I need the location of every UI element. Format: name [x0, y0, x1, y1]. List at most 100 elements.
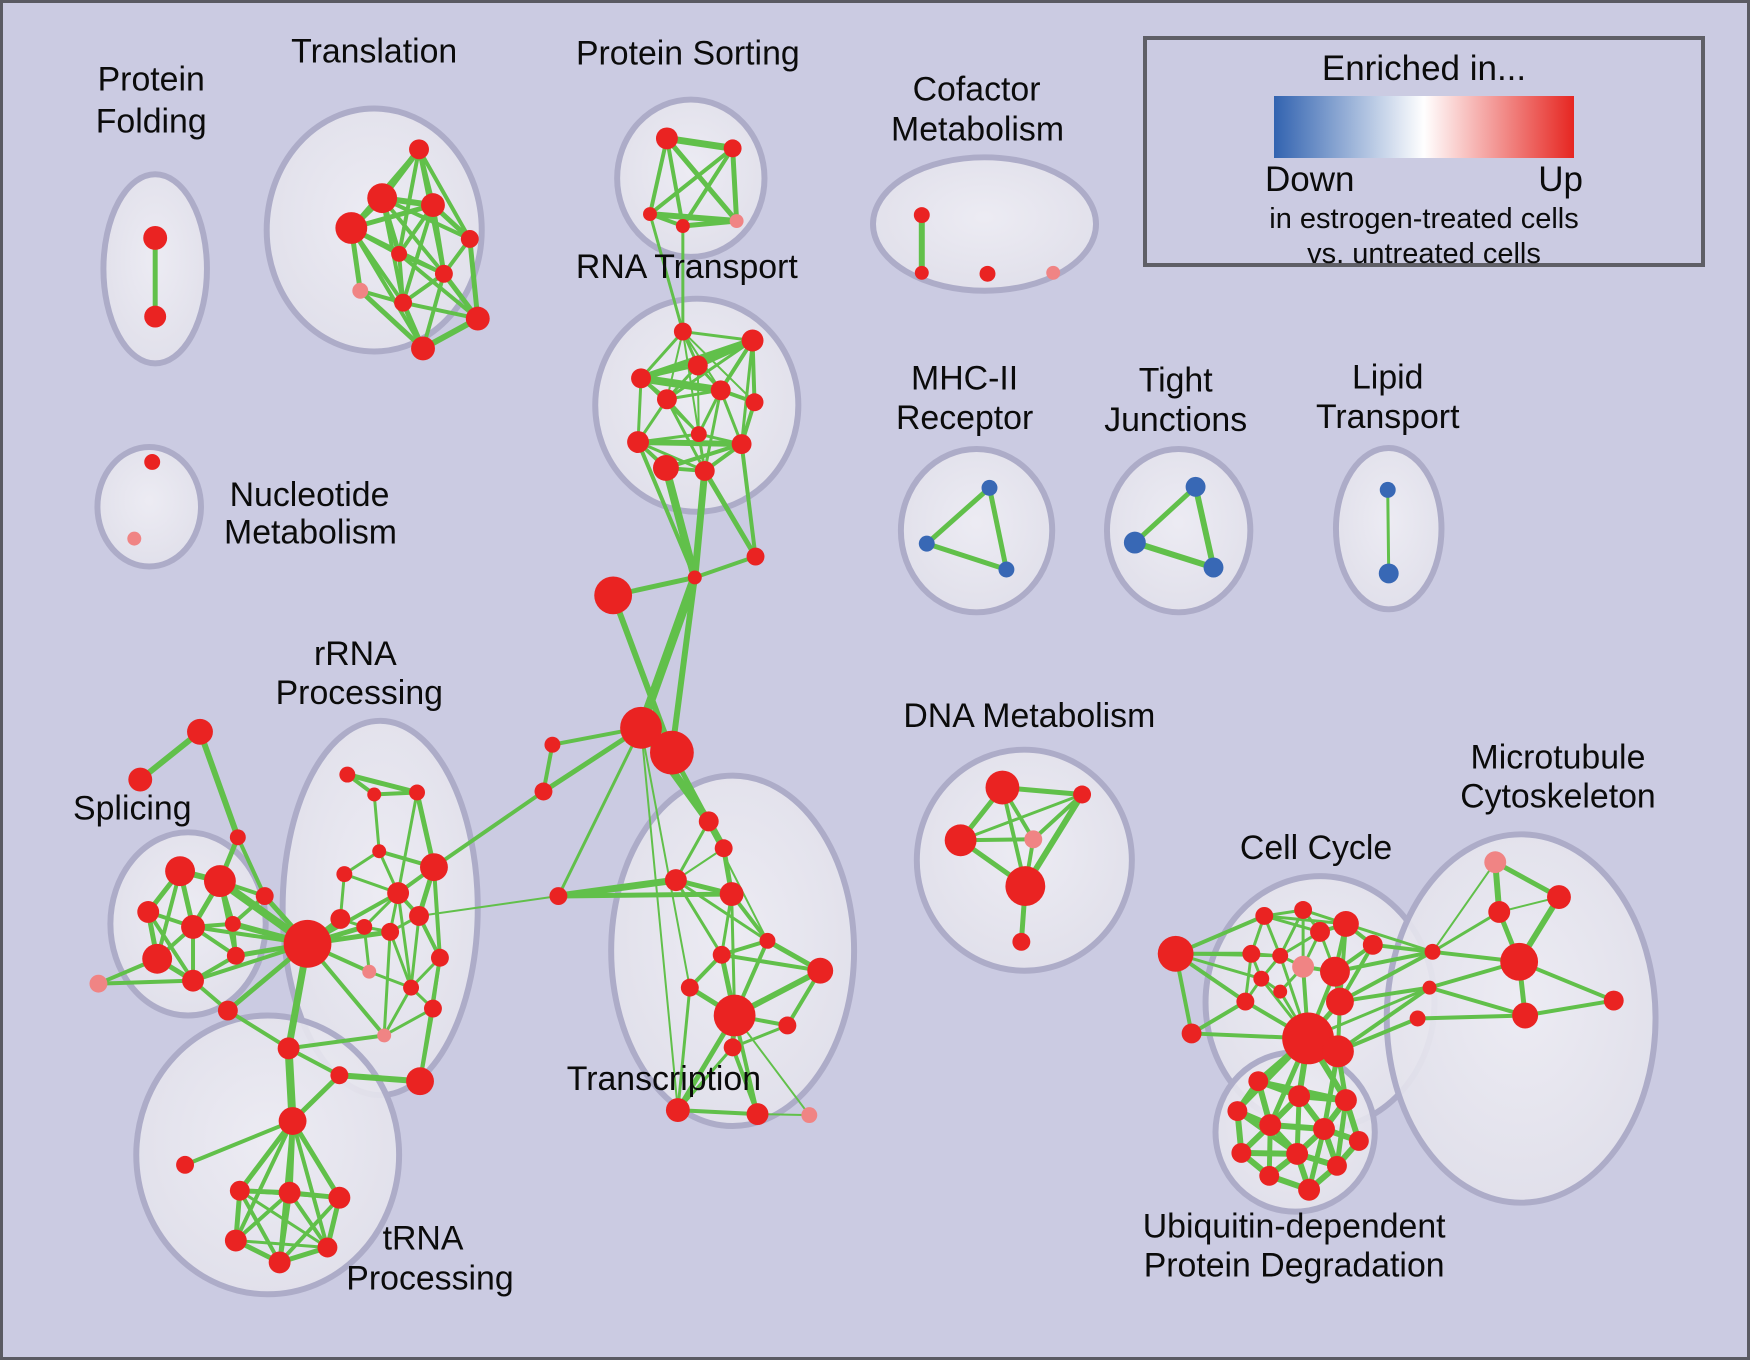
network-node-na[interactable] [217, 1000, 238, 1021]
network-node-tr5[interactable] [549, 887, 568, 906]
network-node-ps5[interactable] [729, 214, 744, 229]
network-node-m1[interactable] [620, 706, 662, 749]
network-node-mt4[interactable] [1500, 942, 1539, 981]
network-node-ccL[interactable] [1157, 935, 1194, 972]
network-node-d1[interactable] [985, 770, 1020, 805]
network-node-cf2[interactable] [914, 265, 929, 280]
network-node-st3[interactable] [229, 829, 246, 846]
network-node-tr4[interactable] [719, 882, 744, 906]
network-node-tj2[interactable] [1123, 531, 1146, 554]
network-node-cf1[interactable] [913, 207, 930, 224]
network-node-tr7[interactable] [712, 945, 731, 964]
network-node-bg1[interactable] [594, 576, 633, 615]
network-node-pf1[interactable] [143, 226, 168, 250]
network-node-rt3[interactable] [687, 355, 708, 376]
network-node-tr10[interactable] [713, 994, 756, 1037]
network-node-mj2[interactable] [1422, 980, 1437, 995]
network-node-t1[interactable] [409, 139, 429, 160]
network-node-tr8[interactable] [680, 978, 699, 997]
network-node-t5[interactable] [460, 229, 479, 248]
network-node-t4[interactable] [335, 212, 368, 244]
network-node-t8[interactable] [352, 282, 369, 299]
network-node-t2[interactable] [367, 183, 398, 214]
network-node-sp3[interactable] [137, 901, 160, 923]
network-node-tr6[interactable] [759, 932, 776, 949]
network-node-rt2[interactable] [741, 329, 764, 352]
network-node-cf3[interactable] [979, 265, 996, 282]
network-node-tr2[interactable] [714, 839, 733, 858]
network-node-rt10[interactable] [731, 434, 752, 455]
network-node-h4[interactable] [224, 1229, 247, 1252]
network-node-tr11[interactable] [778, 1016, 797, 1035]
network-node-cc11[interactable] [1236, 992, 1255, 1011]
network-node-rr14[interactable] [423, 999, 442, 1018]
network-node-ps4[interactable] [675, 219, 690, 233]
network-node-sp4[interactable] [181, 914, 205, 939]
network-node-rr5[interactable] [336, 866, 353, 883]
network-node-cc9[interactable] [1253, 970, 1270, 987]
network-node-tj1[interactable] [1185, 476, 1206, 497]
network-node-rr4[interactable] [372, 844, 387, 859]
network-node-tr12[interactable] [723, 1038, 742, 1057]
network-node-sp6[interactable] [142, 943, 173, 974]
network-node-lp1[interactable] [1379, 481, 1396, 498]
network-node-rr6[interactable] [387, 882, 410, 905]
network-node-tr3[interactable] [664, 869, 687, 892]
network-node-tr13[interactable] [665, 1098, 690, 1123]
network-node-cc7[interactable] [1292, 955, 1315, 978]
network-node-lp2[interactable] [1378, 563, 1399, 584]
network-node-j1[interactable] [687, 570, 702, 585]
network-node-rt4[interactable] [631, 368, 651, 389]
network-node-u11[interactable] [1259, 1165, 1280, 1186]
network-node-u1[interactable] [1248, 1071, 1269, 1092]
network-node-jr[interactable] [746, 547, 765, 566]
network-node-mt2[interactable] [1547, 885, 1571, 909]
network-node-rt6[interactable] [710, 380, 731, 401]
network-node-rr15[interactable] [362, 964, 377, 979]
network-node-d5[interactable] [1005, 866, 1046, 906]
network-node-rr11[interactable] [409, 905, 429, 926]
network-node-mj1[interactable] [1424, 943, 1441, 960]
network-node-sc1[interactable] [544, 736, 561, 753]
network-node-cc3[interactable] [1332, 910, 1359, 937]
network-node-rt5[interactable] [656, 389, 677, 410]
network-node-tr9[interactable] [807, 957, 834, 984]
network-node-sp9[interactable] [226, 946, 245, 965]
network-node-ccB[interactable] [1181, 1023, 1202, 1044]
network-node-rr2[interactable] [367, 787, 382, 802]
network-node-nb[interactable] [277, 1037, 300, 1060]
network-node-t9[interactable] [394, 293, 413, 312]
network-node-d2[interactable] [1073, 785, 1092, 804]
network-node-mt6[interactable] [1512, 1002, 1539, 1029]
network-node-cc14[interactable] [1322, 1035, 1354, 1068]
network-node-st1[interactable] [187, 718, 213, 745]
network-node-u12[interactable] [1298, 1178, 1321, 1201]
network-node-u8[interactable] [1231, 1142, 1252, 1163]
network-node-rr1[interactable] [339, 766, 356, 783]
network-node-nc[interactable] [330, 1066, 349, 1085]
network-node-rr8[interactable] [330, 908, 351, 929]
network-node-rt8[interactable] [690, 426, 707, 443]
network-node-cc6[interactable] [1272, 947, 1289, 964]
network-node-cc2[interactable] [1294, 901, 1313, 919]
network-node-h1[interactable] [229, 1180, 250, 1201]
network-node-rr7[interactable] [420, 853, 448, 882]
network-node-rt1[interactable] [673, 322, 692, 341]
network-node-ne[interactable] [278, 1107, 307, 1135]
network-node-tr14[interactable] [746, 1103, 769, 1126]
network-node-t3[interactable] [421, 193, 445, 218]
network-node-cf4[interactable] [1046, 265, 1061, 280]
network-node-u2[interactable] [1288, 1085, 1311, 1108]
network-node-mt1[interactable] [1484, 851, 1507, 874]
network-node-tr1[interactable] [698, 811, 719, 832]
network-node-pf2[interactable] [144, 305, 167, 328]
network-node-u9[interactable] [1286, 1142, 1309, 1165]
network-node-rr16[interactable] [377, 1028, 392, 1043]
network-node-u10[interactable] [1326, 1155, 1347, 1176]
network-node-u4[interactable] [1227, 1101, 1248, 1122]
network-node-t11[interactable] [411, 336, 435, 361]
network-node-rt7[interactable] [745, 393, 764, 412]
network-node-cc5[interactable] [1242, 944, 1261, 963]
network-node-H[interactable] [283, 919, 332, 968]
network-node-t6[interactable] [391, 245, 408, 262]
